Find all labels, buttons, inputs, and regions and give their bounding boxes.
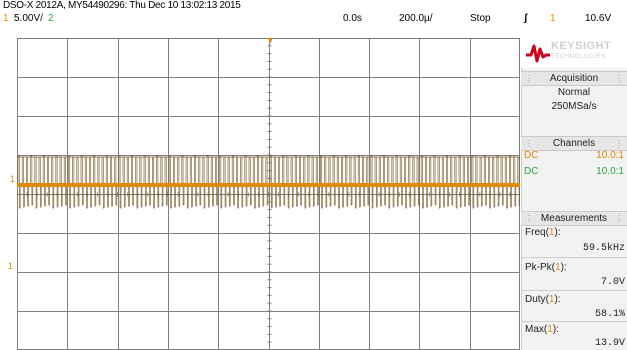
measurements-title: Measurements (540, 213, 608, 224)
run-state[interactable]: Stop (470, 13, 491, 24)
ch2-probe: 10.0:1 (596, 166, 624, 177)
time-delay[interactable]: 0.0s (343, 13, 362, 24)
ch1-marker[interactable]: 1 (10, 174, 16, 184)
measurement-pkpk-label[interactable]: Pk-Pk(1): (525, 262, 567, 273)
waveform-display[interactable] (17, 38, 520, 350)
measurements-header[interactable]: ⋮ Measurements ⋮ (521, 211, 627, 226)
measurement-freq-value: 59.5kHz (582, 243, 625, 254)
measurement-max-label[interactable]: Max(1): (525, 324, 559, 335)
measurement-pkpk-value: 7.0V (600, 277, 625, 288)
divider (521, 257, 627, 258)
trigger-source[interactable]: 1 (550, 13, 556, 24)
acquisition-mode: Normal (557, 87, 591, 98)
trigger-level[interactable]: 10.6V (585, 13, 612, 24)
ch1-baseline (17, 183, 520, 187)
measurement-channel: 1 (547, 324, 553, 335)
grip-icon: ⋮ (615, 74, 623, 83)
logo-brand: KEYSIGHT (551, 40, 612, 52)
graticule (17, 38, 520, 350)
status-bar: 1 5.00V/ 2 0.0s 200.0µ/ Stop ʃ 1 10.6V (0, 12, 627, 25)
grip-icon: ⋮ (615, 139, 623, 148)
side-panel (521, 38, 627, 350)
channels-header[interactable]: ⋮ Channels ⋮ (521, 136, 627, 151)
channels-title: Channels (552, 138, 596, 149)
grip-icon: ⋮ (615, 214, 623, 223)
measurement-channel: 1 (548, 294, 555, 305)
measurement-name: Pk-Pk (525, 262, 552, 273)
measurement-name: Freq (525, 227, 546, 238)
logo-sub: TECHNOLOGIES (551, 54, 606, 60)
measurement-max-value: 13.9V (594, 338, 625, 349)
measurement-duty-value: 58.1% (594, 309, 625, 320)
time-scale[interactable]: 200.0µ/ (399, 13, 433, 24)
divider (521, 290, 627, 291)
ch2-number[interactable]: 2 (48, 13, 54, 24)
window-title: DSO-X 2012A, MY54490296: Thu Dec 10 13:0… (3, 0, 241, 11)
measurement-name: Duty (525, 294, 546, 305)
keysight-wave-icon (526, 44, 550, 63)
trigger-position-marker[interactable]: ▼ (266, 35, 275, 45)
keysight-logo: KEYSIGHT TECHNOLOGIES (521, 38, 627, 68)
measurement-channel: 1 (555, 262, 561, 273)
trigger-edge-icon: ʃ (524, 13, 528, 24)
acquisition-title: Acquisition (549, 73, 599, 84)
measurement-duty-label[interactable]: Duty(1): (525, 294, 561, 305)
ground-marker[interactable]: 1 (8, 261, 14, 271)
divider (521, 321, 627, 322)
ch1-scale[interactable]: 5.00V/ (14, 13, 43, 24)
measurement-freq-label[interactable]: Freq(1): (525, 227, 561, 238)
ch2-coupling: DC (524, 166, 539, 177)
grip-icon: ⋮ (525, 139, 533, 148)
grip-icon: ⋮ (525, 214, 533, 223)
grip-icon: ⋮ (525, 74, 533, 83)
acquisition-header[interactable]: ⋮ Acquisition ⋮ (521, 71, 627, 86)
ch1-number[interactable]: 1 (3, 13, 9, 24)
measurement-channel: 1 (548, 227, 555, 238)
measurement-name: Max (525, 324, 544, 335)
ch1-coupling: DC (524, 150, 539, 161)
ch1-probe: 10.0:1 (596, 150, 624, 161)
acquisition-rate: 250MSa/s (551, 101, 597, 112)
